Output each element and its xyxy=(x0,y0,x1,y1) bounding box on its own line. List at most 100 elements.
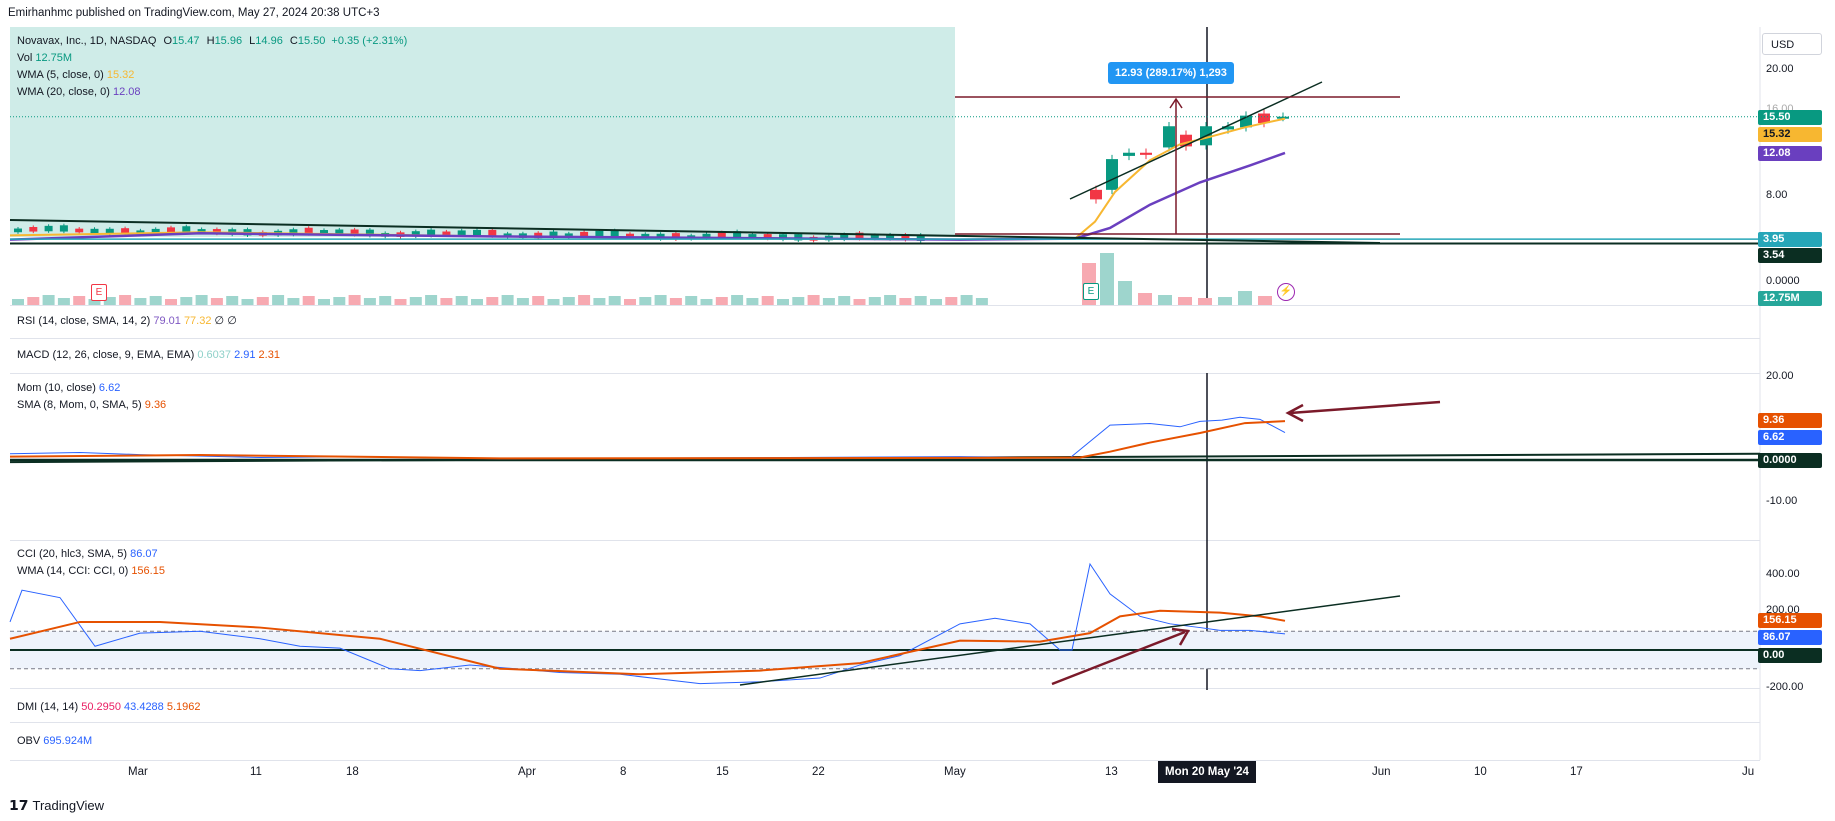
candle-body xyxy=(488,229,497,237)
volume-bar xyxy=(853,299,866,305)
mom-tag-value: 6.62 xyxy=(1758,430,1822,445)
volume-bar xyxy=(608,296,621,305)
measure-arrow-head xyxy=(1169,97,1183,109)
cci-line: CCI (20, hlc3, SMA, 5) 86.07 xyxy=(17,546,165,563)
volume-bar xyxy=(1158,295,1172,305)
annotation-arrow xyxy=(1289,400,1441,415)
pane-divider[interactable] xyxy=(10,305,1760,306)
macd-label: MACD (12, 26, close, 9, EMA, EMA) xyxy=(17,349,195,361)
volume-bar xyxy=(945,297,958,305)
wma5-value: 15.32 xyxy=(106,69,135,81)
currency-button[interactable]: USD xyxy=(1762,33,1822,55)
symbol-title: Novavax, Inc., 1D, NASDAQ xyxy=(17,35,157,47)
candle-body xyxy=(916,234,925,241)
candle-body xyxy=(304,227,313,235)
pane-divider[interactable] xyxy=(10,722,1760,723)
volume-bar xyxy=(455,296,468,305)
candle-body xyxy=(671,233,680,240)
candle-body xyxy=(748,234,757,238)
rsi-label: RSI (14, close, SMA, 14, 2) xyxy=(17,315,151,327)
candle-body xyxy=(167,227,175,233)
volume-bar xyxy=(1258,296,1272,305)
volume-bar xyxy=(226,296,239,305)
candle-body xyxy=(411,231,420,237)
tv-logo-icon: 𝟭𝟳 xyxy=(9,797,29,813)
cci-tick: 400.00 xyxy=(1766,568,1800,580)
candle-body xyxy=(779,234,787,240)
candle-body xyxy=(840,234,849,240)
pane-divider[interactable] xyxy=(10,338,1760,339)
measure-label[interactable]: 12.93 (289.17%) 1,293 xyxy=(1108,62,1234,84)
candle-body xyxy=(1222,126,1234,130)
lightning-icon[interactable]: ⚡ xyxy=(1277,283,1295,301)
candle-body xyxy=(151,228,160,234)
trend-line xyxy=(9,219,1381,244)
candle-body xyxy=(457,230,466,235)
candle-body xyxy=(702,233,711,239)
pane-divider[interactable] xyxy=(10,373,1760,374)
time-label: 17 xyxy=(1570,766,1583,778)
earnings-marker[interactable]: E xyxy=(1083,283,1099,300)
candle-body xyxy=(121,228,130,235)
candle-body xyxy=(1090,189,1102,200)
macd-signal-value: 2.31 xyxy=(258,349,280,361)
ohlc-high: 15.96 xyxy=(214,35,243,47)
cci-wma-line xyxy=(9,609,1286,676)
wma5-label: WMA (5, close, 0) xyxy=(17,69,104,81)
volume-bar xyxy=(685,296,698,305)
ohlc-low: 14.96 xyxy=(255,35,283,47)
volume-bar xyxy=(639,297,652,305)
annotation-arrow xyxy=(1051,630,1186,686)
volume-bar xyxy=(516,298,529,305)
rsi-band-upper: ∅ xyxy=(214,315,225,327)
candle-body xyxy=(473,229,481,236)
vol-value: 12.75M xyxy=(35,52,73,64)
candle-body xyxy=(289,229,298,235)
macd-legend: MACD (12, 26, close, 9, EMA, EMA) 0.6037… xyxy=(17,347,280,364)
volume-bar xyxy=(654,295,667,305)
vol-line: Vol 12.75M xyxy=(17,50,407,67)
candle-body xyxy=(534,232,543,239)
volume-bar xyxy=(165,299,177,305)
macd-value: 2.91 xyxy=(234,349,256,361)
candle-body xyxy=(90,228,99,234)
wma20-value: 12.08 xyxy=(112,86,141,98)
pane-divider[interactable] xyxy=(10,688,1760,689)
volume-bar xyxy=(868,297,881,305)
ohlc-open-label: O xyxy=(163,35,173,47)
candle-body xyxy=(870,234,879,239)
dmi-minus-value: 5.1962 xyxy=(166,701,201,713)
time-label: Mar xyxy=(128,766,148,778)
rsi-sma-value: 77.32 xyxy=(183,315,212,327)
volume-bar xyxy=(210,298,223,305)
candle-body xyxy=(717,232,726,238)
ohlc-close: 15.50 xyxy=(297,35,326,47)
price-tag-close: 15.50 xyxy=(1758,110,1822,125)
pane-divider[interactable] xyxy=(10,540,1760,541)
volume-bar xyxy=(57,298,70,305)
symbol-line: Novavax, Inc., 1D, NASDAQ O15.47 H15.96 … xyxy=(17,33,407,50)
cci-trend-line xyxy=(739,595,1401,686)
time-axis[interactable] xyxy=(10,760,1760,786)
earnings-marker[interactable]: E xyxy=(91,284,107,301)
cci-label: CCI (20, hlc3, SMA, 5) xyxy=(17,548,128,560)
mom-legend: Mom (10, close) 6.62 SMA (8, Mom, 0, SMA… xyxy=(17,380,166,414)
vol-label: Vol xyxy=(17,52,33,64)
tradingview-logo[interactable]: 𝟭𝟳 TradingView xyxy=(9,797,104,814)
wma20-line: WMA (20, close, 0) 12.08 xyxy=(17,84,407,101)
candle-body xyxy=(641,233,650,239)
annotation-arrow-head xyxy=(1171,627,1191,646)
time-label: 13 xyxy=(1105,766,1118,778)
volume-bar xyxy=(363,298,376,305)
macd-hist-value: 0.6037 xyxy=(197,349,231,361)
volume-bar xyxy=(12,299,24,305)
dmi-legend: DMI (14, 14) 50.2950 43.4288 5.1962 xyxy=(17,699,201,716)
rsi-legend: RSI (14, close, SMA, 14, 2) 79.01 77.32 … xyxy=(17,313,237,330)
volume-bar xyxy=(1178,297,1192,305)
volume-bar xyxy=(287,298,300,305)
candle-body xyxy=(212,229,221,234)
volume-bar xyxy=(27,297,40,305)
brand-label: TradingView xyxy=(32,798,105,813)
time-label: May xyxy=(944,766,966,778)
